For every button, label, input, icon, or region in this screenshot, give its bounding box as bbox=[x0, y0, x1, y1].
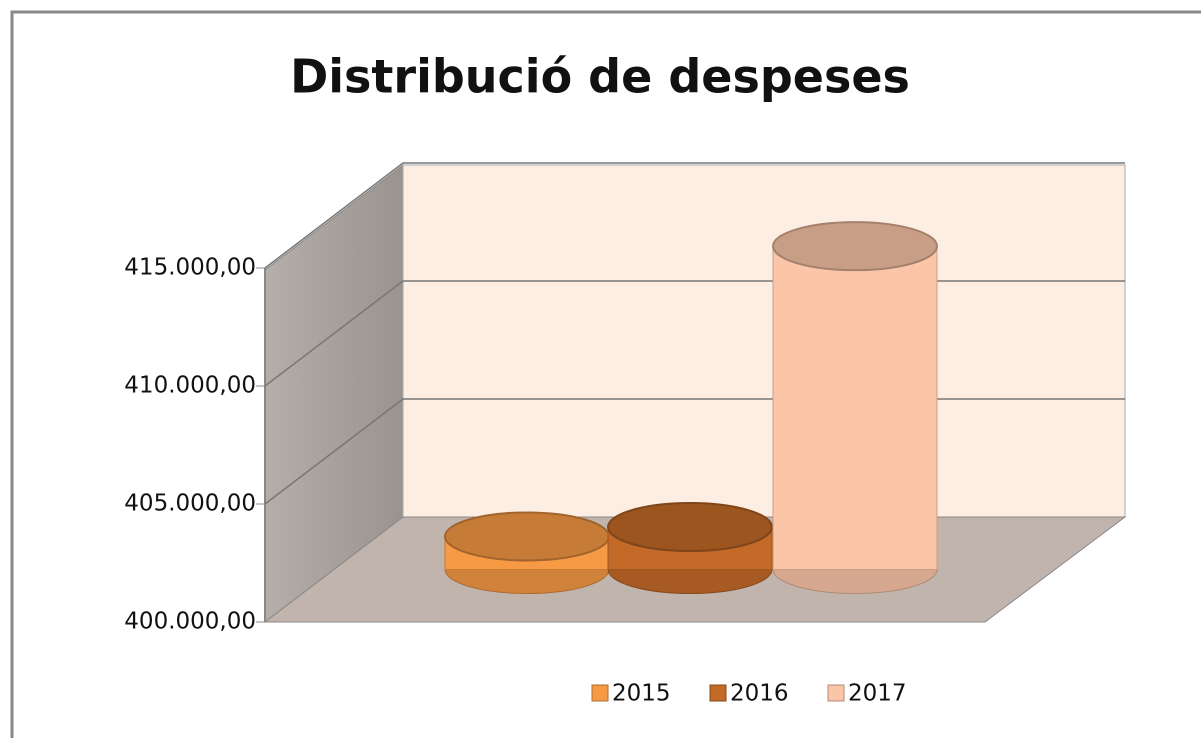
legend-swatch bbox=[827, 684, 845, 702]
legend-label: 2017 bbox=[848, 681, 907, 707]
y-tick-label: 405.000,00 bbox=[124, 491, 256, 517]
back-wall bbox=[402, 164, 1126, 518]
y-tick-label: 415.000,00 bbox=[124, 255, 256, 281]
legend-swatch bbox=[591, 684, 609, 702]
legend-label: 2015 bbox=[612, 681, 671, 707]
y-tick-label: 400.000,00 bbox=[124, 609, 256, 635]
legend-swatch bbox=[709, 684, 727, 702]
bar bbox=[772, 245, 938, 570]
chart-title: Distribució de despeses bbox=[290, 50, 910, 104]
y-tick-label: 410.000,00 bbox=[124, 373, 256, 399]
grid-line bbox=[264, 162, 1125, 269]
cylinder-top bbox=[444, 511, 610, 562]
cylinder-top bbox=[772, 221, 938, 272]
legend-label: 2016 bbox=[730, 681, 789, 707]
cylinder-top bbox=[607, 502, 773, 553]
